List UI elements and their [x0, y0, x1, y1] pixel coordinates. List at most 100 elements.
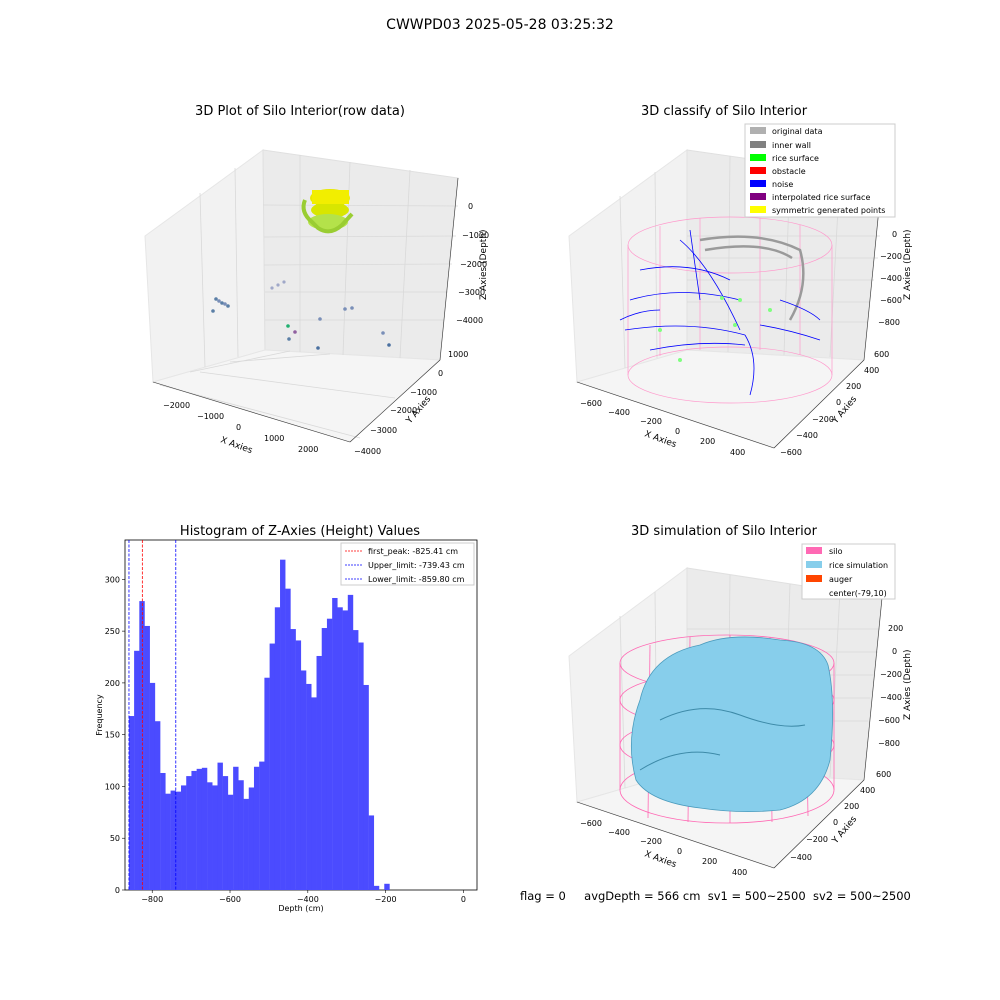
classify-ylabel: Y Axies — [830, 394, 859, 426]
status-line: flag = 0 avgDepth = 566 cm sv1 = 500~250… — [520, 889, 911, 903]
histogram-axes: −800 −600 −400 −200 0 0 50 100 150 200 250 300 Dep… — [95, 539, 478, 913]
legend-lower-limit: Lower_limit: -859.80 cm — [368, 575, 465, 584]
raw-ytick: −3000 — [370, 426, 397, 435]
histogram-bar — [326, 618, 333, 890]
raw-xtick: −1000 — [197, 412, 224, 421]
simulation-xtick: 400 — [732, 868, 747, 877]
legend-upper-limit: Upper_limit: -739.43 cm — [368, 561, 465, 570]
simulation-xlabel: X Axies — [643, 849, 678, 870]
classify-ytick: −600 — [780, 448, 802, 457]
raw-xtick-labels: −2000 −1000 0 1000 2000 — [163, 401, 318, 454]
histogram-bar — [332, 597, 338, 890]
histogram-bar — [186, 776, 192, 890]
classify-legend — [744, 123, 896, 218]
histogram-bar — [165, 793, 171, 890]
simulation-ytick: 200 — [844, 802, 859, 811]
histogram-bar — [154, 721, 161, 890]
classify-xtick: 200 — [700, 437, 715, 446]
histogram-bar — [353, 630, 359, 890]
histogram-legend — [340, 542, 475, 586]
histogram-xtick-label: −600 — [219, 895, 241, 904]
raw-xtick: 0 — [236, 423, 241, 432]
histogram-ytick-label: 50 — [110, 834, 120, 843]
classify-xtick: −200 — [640, 417, 662, 426]
legend-obstacle: obstacle — [772, 167, 806, 176]
simulation-ztick: −200 — [880, 670, 902, 679]
raw-xtick: 1000 — [264, 434, 284, 443]
raw-ztick: −2000 — [460, 260, 487, 269]
classify-xtick: 0 — [675, 427, 680, 436]
simulation-zlabel: Z Axies (Depth) — [903, 649, 913, 720]
legend-center: center(-79,10) — [829, 589, 887, 598]
raw-xtick: 2000 — [298, 445, 318, 454]
raw-ytick-labels: 1000 0 −1000 −2000 −3000 −4000 — [354, 350, 468, 456]
histogram-bar — [311, 697, 317, 890]
simulation-ytick: −400 — [790, 853, 812, 862]
histogram-bar — [280, 559, 286, 890]
histogram-xtick-label: −400 — [297, 895, 319, 904]
raw-left-pane — [144, 149, 266, 383]
histogram-bar — [196, 768, 203, 890]
status-sv2: sv2 = 500~2500 — [812, 889, 911, 903]
histogram-bar — [128, 716, 135, 890]
raw-scatter-points — [211, 280, 391, 350]
histogram-bar — [321, 628, 328, 890]
classify-ytick: 0 — [836, 398, 841, 407]
classify-xtick: −400 — [608, 408, 630, 417]
histogram-bar — [269, 643, 276, 890]
histogram-xtick-label: 0 — [461, 895, 466, 904]
classify-plot-title: 3D classify of Silo Interior — [640, 104, 808, 119]
status-avg-depth: avgDepth = 566 cm — [584, 889, 701, 903]
histogram-ytick-label: 250 — [105, 627, 120, 636]
histogram-bar — [144, 625, 150, 890]
histogram-bar — [384, 883, 390, 890]
classify-zlabel: Z Axies (Depth) — [903, 229, 913, 300]
histogram-bar — [175, 791, 182, 890]
histogram-ytick-label: 200 — [105, 679, 120, 688]
histogram-bar — [358, 642, 364, 890]
simulation-xtick: 200 — [702, 857, 717, 866]
classify-ztick: −800 — [878, 318, 900, 327]
legend-first-peak: first_peak: -825.41 cm — [368, 547, 458, 556]
simulation-ztick: −400 — [880, 693, 902, 702]
histogram-bar — [347, 594, 354, 890]
histogram-legend-entries: first_peak: -825.41 cm Upper_limit: -739… — [345, 547, 465, 584]
raw-xlabel: X Axies — [219, 435, 254, 456]
raw-zlabel: Z Axies (Depth) — [479, 229, 489, 300]
histogram-bar — [134, 650, 140, 890]
raw-ytick: −4000 — [354, 447, 381, 456]
raw-ztick: −1000 — [462, 231, 489, 240]
raw-ytick: −2000 — [390, 406, 417, 415]
histogram-bar — [181, 785, 187, 890]
histogram-bar — [342, 610, 348, 890]
histogram-bar — [217, 762, 223, 890]
simulation-xtick: −400 — [608, 828, 630, 837]
classify-3d-axes: −600 −400 −200 0 200 400 X Axies 600 400… — [568, 123, 913, 457]
raw-ztick: −3000 — [458, 288, 485, 297]
legend-noise: noise — [772, 180, 793, 189]
raw-ztick-labels: 0 −1000 −2000 −3000 −4000 — [456, 202, 489, 325]
legend-original-data: original data — [772, 127, 823, 136]
histogram-bar — [238, 780, 244, 890]
simulation-ztick: 200 — [888, 624, 903, 633]
legend-silo: silo — [829, 547, 843, 556]
histogram-bar — [212, 785, 218, 890]
simulation-xtick: 0 — [677, 847, 682, 856]
histogram-bar — [316, 655, 322, 890]
raw-ytick: −1000 — [410, 388, 437, 397]
raw-back-pane — [262, 149, 459, 361]
classify-rice-points — [658, 296, 772, 362]
histogram-bars — [128, 559, 390, 890]
histogram-bar — [363, 684, 369, 890]
histogram-bar — [253, 766, 260, 890]
histogram-bar — [170, 790, 176, 890]
histogram-bar — [227, 794, 234, 890]
histogram-bar — [259, 761, 265, 890]
simulation-ytick: 0 — [833, 818, 838, 827]
classify-silo-wireframe — [627, 216, 833, 404]
histogram-bar — [139, 601, 145, 890]
classify-ztick: −400 — [880, 274, 902, 283]
simulation-plot-title: 3D simulation of Silo Interior — [631, 524, 817, 539]
classify-ytick: −200 — [812, 415, 834, 424]
